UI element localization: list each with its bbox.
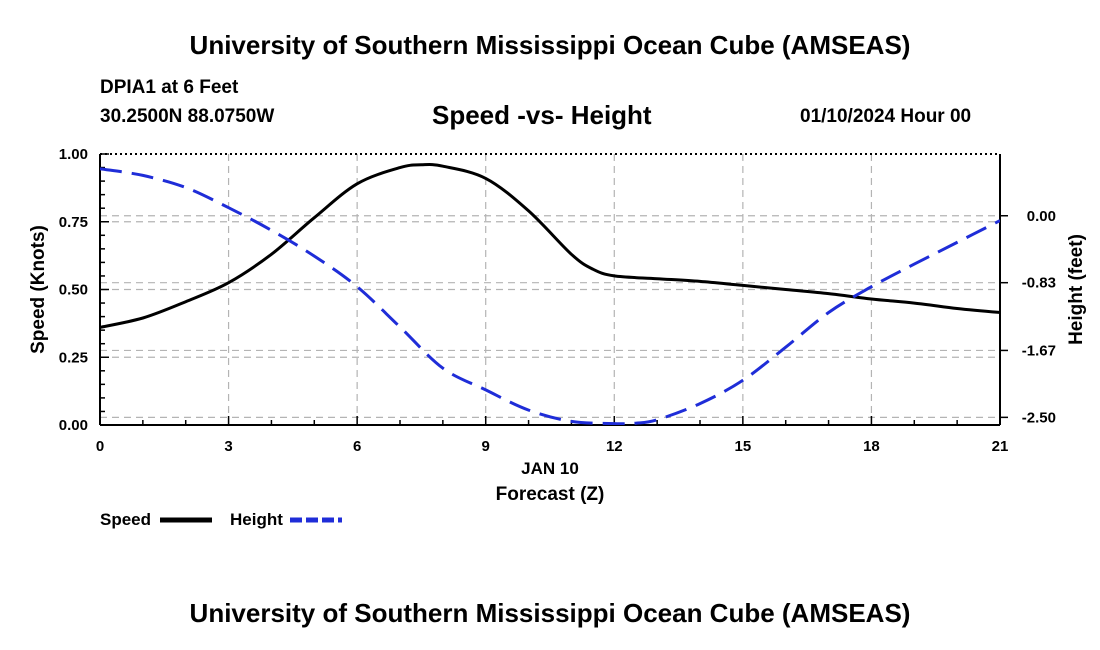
y-left-tick-label: 0.75: [59, 214, 88, 231]
legend-speed-label: Speed: [100, 510, 151, 529]
y-right-tick-label: -2.50: [1022, 409, 1056, 426]
x-tick-label: 3: [224, 438, 232, 455]
y-left-tick-label: 0.25: [59, 349, 88, 366]
x-tick-label: 9: [482, 438, 490, 455]
main-title: University of Southern Mississippi Ocean…: [189, 30, 911, 60]
y-left-tick-label: 0.00: [59, 417, 88, 434]
x-axis-title: Forecast (Z): [496, 484, 605, 505]
footer-title: University of Southern Mississippi Ocean…: [189, 598, 911, 628]
y-right-axis-title: Height (feet): [1066, 234, 1087, 345]
x-tick-label: 18: [863, 438, 880, 455]
legend-height-label: Height: [230, 510, 283, 529]
y-left-axis-title: Speed (Knots): [28, 225, 49, 354]
forecast-datetime: 01/10/2024 Hour 00: [800, 106, 972, 127]
y-right-tick-label: -0.83: [1022, 275, 1056, 292]
station-label: DPIA1 at 6 Feet: [100, 77, 239, 98]
x-date-label: JAN 10: [521, 459, 579, 478]
y-left-tick-label: 1.00: [59, 146, 88, 163]
x-tick-label: 15: [735, 438, 752, 455]
speed-series-line: [100, 163, 1000, 329]
x-tick-label: 21: [992, 438, 1009, 455]
y-right-tick-label: -1.67: [1022, 342, 1056, 359]
x-tick-label: 12: [606, 438, 623, 455]
chart-subtitle: Speed -vs- Height: [432, 100, 652, 130]
x-tick-label: 6: [353, 438, 361, 455]
y-right-tick-label: 0.00: [1027, 208, 1056, 225]
coordinates-label: 30.2500N 88.0750W: [100, 106, 275, 127]
y-left-tick-label: 0.50: [59, 282, 88, 299]
x-tick-label: 0: [96, 438, 104, 455]
grid-lines: [100, 154, 1000, 425]
height-series-line: [100, 167, 1000, 425]
